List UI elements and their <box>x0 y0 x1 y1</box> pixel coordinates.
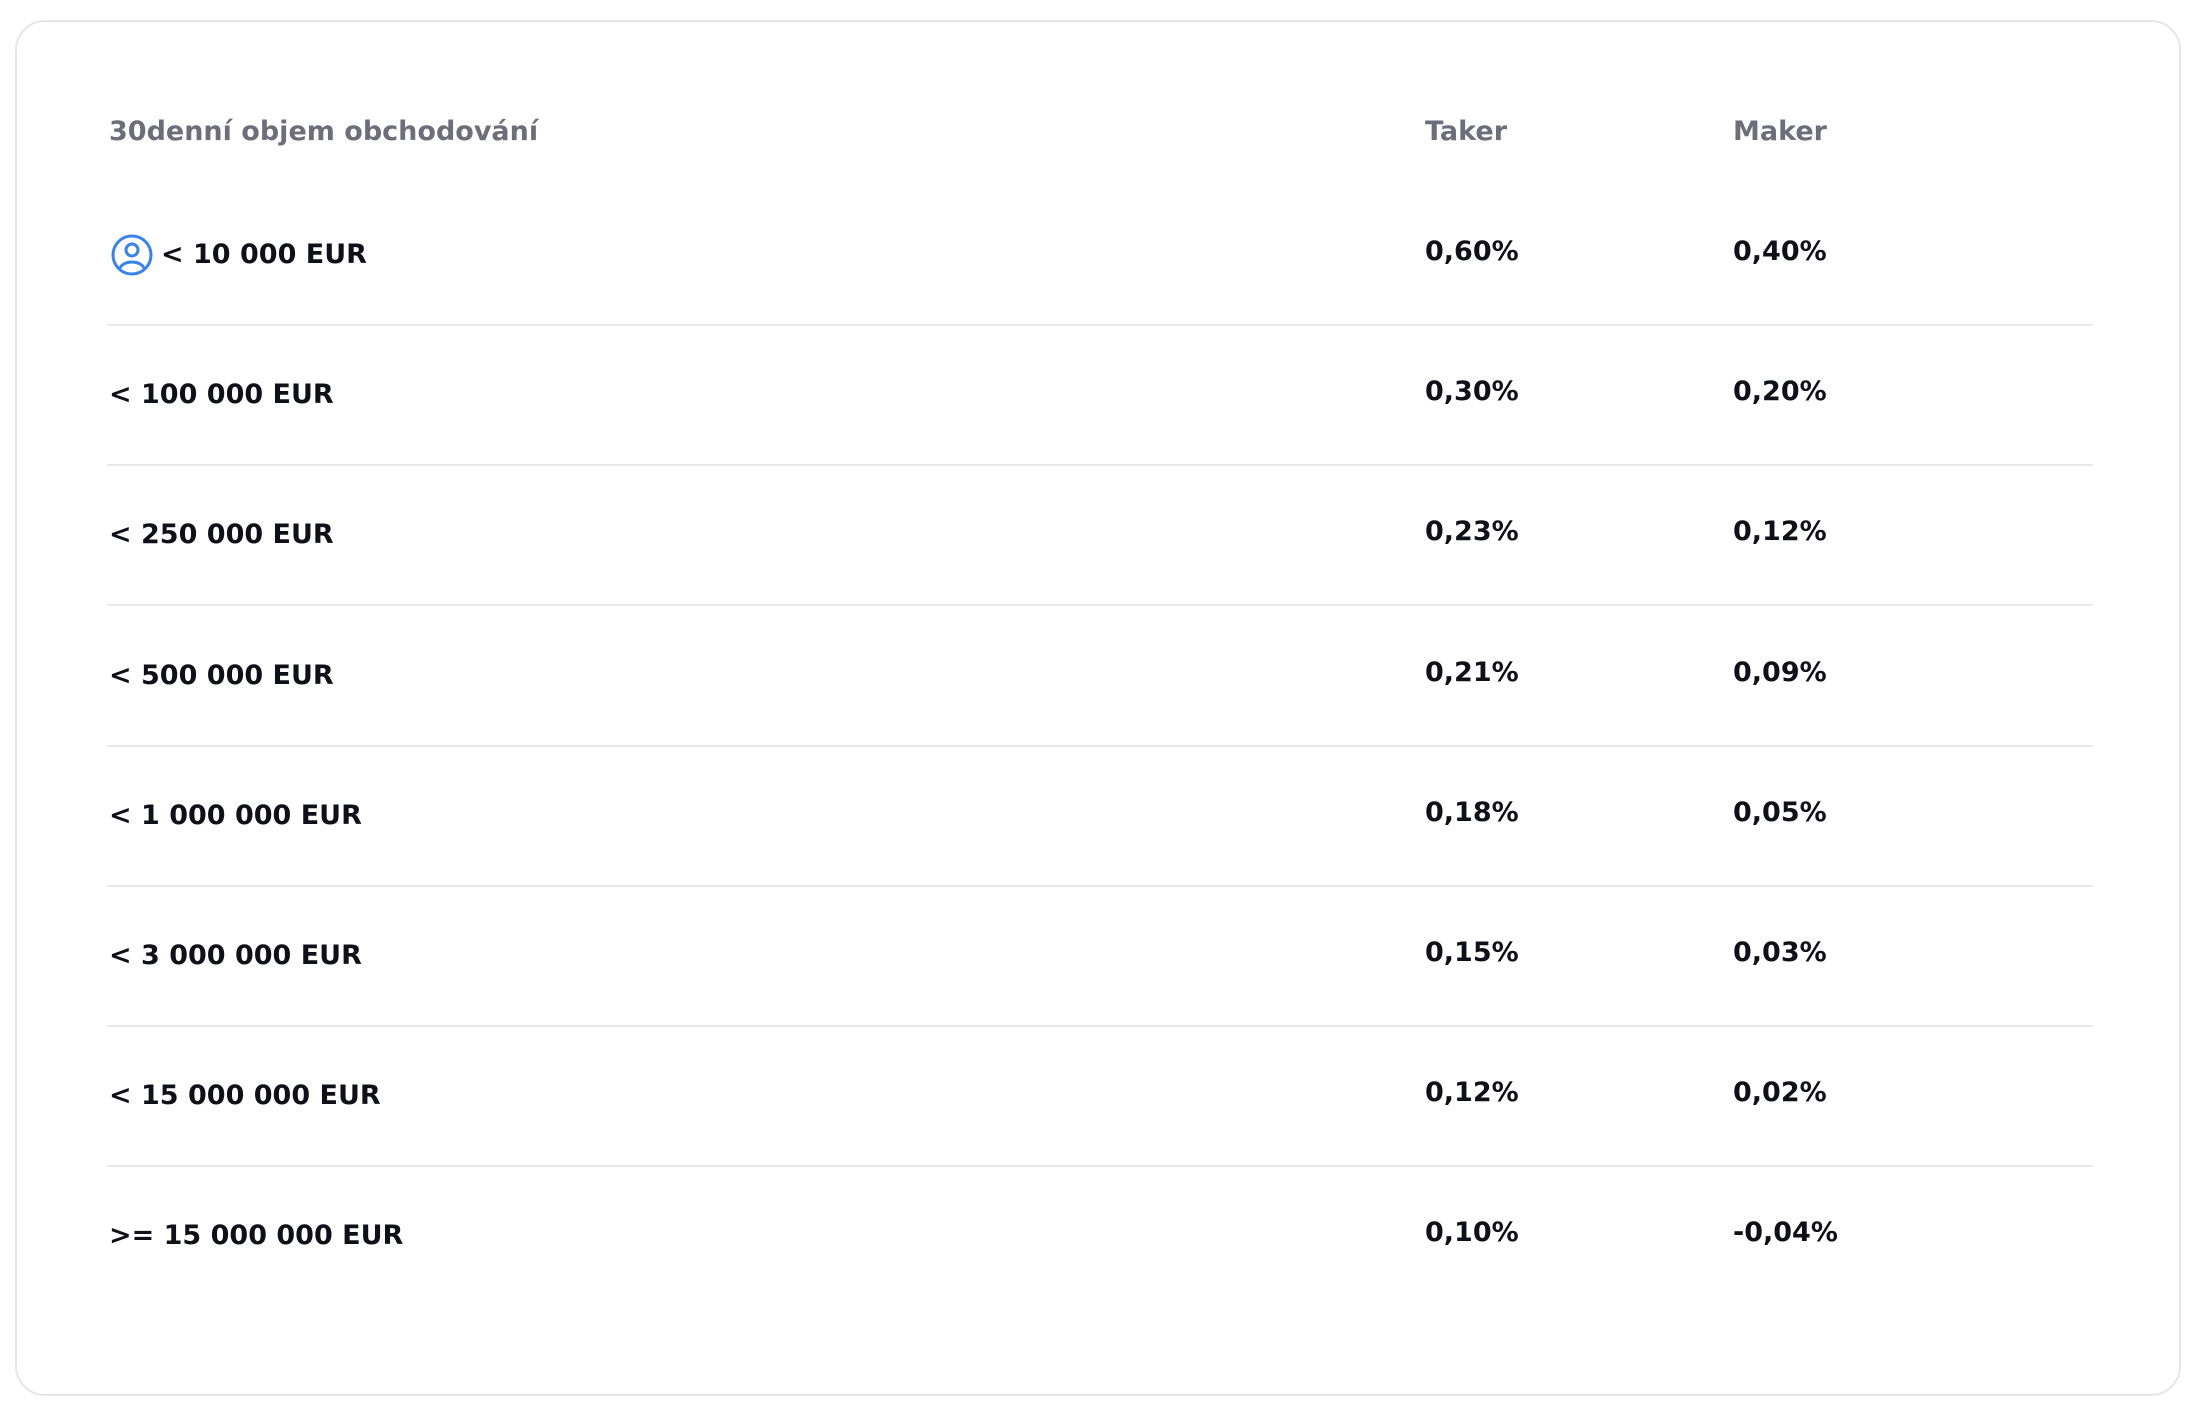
maker-fee: 0,05% <box>1733 796 1827 828</box>
row-divider <box>107 744 2093 747</box>
row-divider <box>107 1165 2093 1168</box>
taker-fee: 0,12% <box>1425 1077 1519 1109</box>
row-divider <box>107 604 2093 607</box>
column-header: Taker <box>1425 116 1508 147</box>
row-divider <box>107 1025 2093 1027</box>
volume-tier: < 250 000 EUR <box>109 519 334 551</box>
taker-fee: 0,30% <box>1425 376 1519 408</box>
maker-fee: 0,40% <box>1733 236 1827 267</box>
volume-tier: < 15 000 000 EUR <box>109 1080 381 1112</box>
volume-tier: < 1 000 000 EUR <box>109 799 362 831</box>
taker-fee: 0,15% <box>1425 937 1519 968</box>
column-header: 30denní objem obchodování <box>109 116 539 147</box>
maker-fee: 0,02% <box>1733 1077 1827 1109</box>
row-divider <box>107 464 2093 467</box>
row-divider <box>107 324 2093 326</box>
maker-fee: -0,04% <box>1733 1217 1838 1249</box>
maker-fee: 0,20% <box>1733 376 1827 408</box>
volume-tier: < 100 000 EUR <box>109 379 334 411</box>
taker-fee: 0,18% <box>1425 796 1519 828</box>
maker-fee: 0,12% <box>1733 516 1827 548</box>
taker-fee: 0,21% <box>1425 656 1519 688</box>
volume-tier: < 3 000 000 EUR <box>109 940 362 971</box>
taker-fee: 0,10% <box>1425 1217 1519 1249</box>
user-icon <box>111 234 153 276</box>
volume-tier: >= 15 000 000 EUR <box>109 1220 404 1252</box>
volume-tier: < 500 000 EUR <box>109 659 334 691</box>
volume-tier: < 10 000 EUR <box>161 239 367 270</box>
maker-fee: 0,09% <box>1733 656 1827 688</box>
row-divider <box>107 884 2093 887</box>
fee-table-card <box>15 20 2181 1396</box>
column-header: Maker <box>1733 116 1827 147</box>
taker-fee: 0,23% <box>1425 516 1519 548</box>
taker-fee: 0,60% <box>1425 236 1519 267</box>
maker-fee: 0,03% <box>1733 937 1827 968</box>
